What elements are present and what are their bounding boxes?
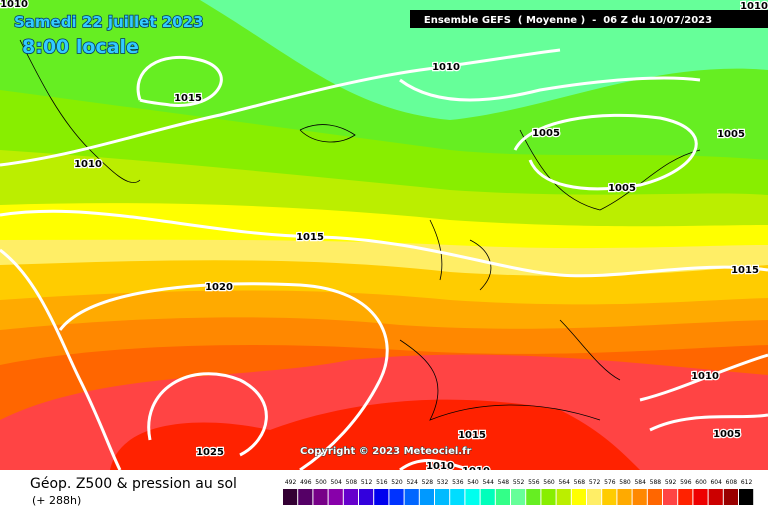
scale-label: 508 bbox=[346, 479, 358, 486]
scale-label: 556 bbox=[528, 479, 540, 486]
scale-swatch bbox=[739, 489, 754, 505]
scale-label: 600 bbox=[695, 479, 707, 486]
isobar bbox=[136, 55, 223, 107]
isobar-label: 1015 bbox=[174, 93, 202, 104]
scale-swatch bbox=[419, 489, 434, 505]
scale-label: 500 bbox=[315, 479, 327, 486]
scale-swatch bbox=[526, 489, 541, 505]
scale-swatch bbox=[435, 489, 450, 505]
scale-swatch bbox=[298, 489, 313, 505]
scale-swatch bbox=[480, 489, 495, 505]
scale-label: 504 bbox=[330, 479, 342, 486]
isobar bbox=[147, 372, 268, 457]
isobar-label: 1010 bbox=[0, 0, 28, 10]
scale-label: 532 bbox=[437, 479, 449, 486]
isobar-label: 1015 bbox=[731, 265, 759, 276]
scale-swatch bbox=[313, 489, 328, 505]
scale-label: 588 bbox=[650, 479, 662, 486]
isobar-label: 1010 bbox=[740, 1, 768, 12]
scale-label: 548 bbox=[498, 479, 510, 486]
isobar-label: 1005 bbox=[608, 183, 636, 194]
isobar-label: 1005 bbox=[717, 129, 745, 140]
isobar-label: 1020 bbox=[205, 282, 233, 293]
isobar-label: 1010 bbox=[691, 371, 719, 382]
scale-label: 496 bbox=[300, 479, 312, 486]
scale-label: 560 bbox=[543, 479, 555, 486]
isobar-label: 1005 bbox=[713, 429, 741, 440]
scale-swatch bbox=[374, 489, 389, 505]
map-time: 8:00 locale bbox=[22, 36, 139, 58]
scale-label: 596 bbox=[680, 479, 692, 486]
isobar bbox=[513, 113, 698, 191]
isobar-label: 1010 bbox=[432, 62, 460, 73]
scale-swatch bbox=[541, 489, 556, 505]
isobar-label: 1015 bbox=[458, 430, 486, 441]
scale-label: 536 bbox=[452, 479, 464, 486]
scale-label: 576 bbox=[604, 479, 616, 486]
model-info: Ensemble GEFS ( Moyenne ) - 06 Z du 10/0… bbox=[424, 15, 712, 26]
scale-label: 524 bbox=[406, 479, 418, 486]
scale-swatch bbox=[602, 489, 617, 505]
isobar bbox=[639, 353, 768, 402]
scale-swatch bbox=[632, 489, 647, 505]
isobar bbox=[0, 209, 768, 278]
scale-label: 608 bbox=[726, 479, 738, 486]
scale-label: 520 bbox=[391, 479, 403, 486]
scale-swatch bbox=[328, 489, 343, 505]
scale-swatch bbox=[556, 489, 571, 505]
isobar-label: 1010 bbox=[426, 461, 454, 472]
scale-swatch bbox=[404, 489, 419, 505]
map-date: Samedi 22 juillet 2023 bbox=[14, 13, 204, 31]
scale-label: 612 bbox=[741, 479, 753, 486]
scale-swatch bbox=[617, 489, 632, 505]
scale-swatch bbox=[343, 489, 358, 505]
scale-label: 544 bbox=[482, 479, 494, 486]
scale-label: 580 bbox=[619, 479, 631, 486]
scale-label: 492 bbox=[285, 479, 297, 486]
scale-swatch bbox=[511, 489, 526, 505]
scale-label: 552 bbox=[513, 479, 525, 486]
isobar-label: 1025 bbox=[196, 447, 224, 458]
scale-swatch bbox=[495, 489, 510, 505]
scale-swatch bbox=[389, 489, 404, 505]
isobar bbox=[399, 76, 701, 102]
scale-swatch bbox=[359, 489, 374, 505]
scale-swatch bbox=[587, 489, 602, 505]
isobar-label: 1015 bbox=[296, 232, 324, 243]
isobar bbox=[58, 282, 389, 472]
isobar-label: 1005 bbox=[532, 128, 560, 139]
scale-swatch bbox=[647, 489, 662, 505]
scale-label: 584 bbox=[634, 479, 646, 486]
scale-label: 592 bbox=[665, 479, 677, 486]
copyright: Copyright © 2023 Meteociel.fr bbox=[300, 446, 471, 457]
scale-swatch bbox=[678, 489, 693, 505]
isobar bbox=[649, 413, 768, 432]
scale-swatch bbox=[723, 489, 738, 505]
scale-swatch bbox=[663, 489, 678, 505]
scale-swatch bbox=[708, 489, 723, 505]
scale-swatch bbox=[283, 489, 298, 505]
footer-title: Géop. Z500 & pression au sol bbox=[30, 476, 237, 492]
scale-label: 540 bbox=[467, 479, 479, 486]
scale-label: 512 bbox=[361, 479, 373, 486]
isobar bbox=[0, 48, 561, 167]
scale-label: 568 bbox=[574, 479, 586, 486]
forecast-lead: (+ 288h) bbox=[32, 494, 81, 507]
scale-label: 572 bbox=[589, 479, 601, 486]
color-scale: 492 496 500 504 508 512 516 520 524 528 532 536 540 5… bbox=[283, 479, 754, 505]
scale-swatch bbox=[465, 489, 480, 505]
scale-label: 516 bbox=[376, 479, 388, 486]
scale-label: 564 bbox=[558, 479, 570, 486]
header-box bbox=[410, 10, 768, 28]
isobar bbox=[0, 248, 122, 471]
scale-swatch bbox=[450, 489, 465, 505]
scale-swatch bbox=[693, 489, 708, 505]
scale-label: 528 bbox=[422, 479, 434, 486]
isobar bbox=[399, 459, 471, 472]
scale-label: 604 bbox=[710, 479, 722, 486]
isobar-label: 1010 bbox=[74, 159, 102, 170]
scale-swatch bbox=[571, 489, 586, 505]
